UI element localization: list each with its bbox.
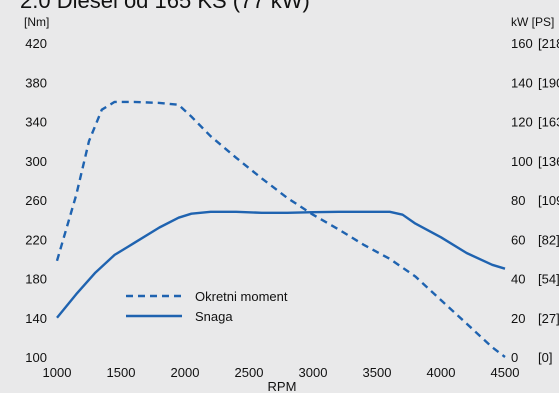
y-right-tick-kw: 100 [511, 154, 533, 169]
left-axis-unit: [Nm] [24, 15, 49, 29]
y-left-tick-label: 180 [25, 272, 47, 287]
y-left-tick-label: 420 [25, 36, 47, 51]
x-tick-label: 1000 [43, 365, 72, 380]
y-right-tick-kw: 0 [511, 350, 518, 365]
y-right-tick-kw: 20 [511, 311, 525, 326]
y-right-tick-kw: 160 [511, 36, 533, 51]
y-right-tick-ps: [109] [538, 193, 559, 208]
y-right-tick-kw: 60 [511, 232, 525, 247]
y-right-tick-kw: 140 [511, 75, 533, 90]
legend-label: Snaga [195, 309, 233, 324]
y-left-tick-label: 260 [25, 193, 47, 208]
power-line [56, 210, 506, 319]
left-axis-ticks: 100 140 180 220 260 300 340 380 420 [25, 36, 47, 365]
legend: Okretni moment Snaga [126, 289, 288, 324]
y-right-tick-kw: 40 [511, 272, 525, 287]
y-left-tick-label: 100 [25, 350, 47, 365]
x-axis-ticks: 1000 1500 2000 2500 3000 3500 4000 4500 [43, 365, 520, 380]
y-left-tick-label: 140 [25, 311, 47, 326]
y-right-tick-ps: [54] [538, 272, 559, 287]
y-right-tick-ps: [0] [538, 350, 552, 365]
x-tick-label: 4000 [427, 365, 456, 380]
x-tick-label: 1500 [107, 365, 136, 380]
legend-label: Okretni moment [195, 289, 288, 304]
right-axis-ticks: 0 [0] 20 [27] 40 [54] 60 [82] 80 [109] 100 [136] 120… [511, 36, 559, 365]
y-right-tick-ps: [190] [538, 75, 559, 90]
series-layer [55, 100, 506, 358]
x-axis-label: RPM [268, 379, 297, 393]
y-right-tick-ps: [27] [538, 311, 559, 326]
y-left-tick-label: 300 [25, 154, 47, 169]
y-right-tick-ps: [82] [538, 232, 559, 247]
y-left-tick-label: 380 [25, 75, 47, 90]
x-tick-label: 3500 [363, 365, 392, 380]
x-tick-label: 2500 [235, 365, 264, 380]
y-right-tick-ps: [136] [538, 154, 559, 169]
x-tick-label: 3000 [299, 365, 328, 380]
y-left-tick-label: 340 [25, 115, 47, 130]
y-right-tick-ps: [218] [538, 36, 559, 51]
x-tick-label: 4500 [491, 365, 520, 380]
y-right-tick-kw: 120 [511, 115, 533, 130]
x-tick-label: 2000 [171, 365, 200, 380]
y-right-tick-kw: 80 [511, 193, 525, 208]
right-axis-unit: kW [PS] [511, 15, 554, 29]
torque-line [55, 100, 506, 358]
chart-title: 2.0 Diesel od 165 KS (77 kW) [20, 0, 310, 13]
y-right-tick-ps: [163] [538, 115, 559, 130]
y-left-tick-label: 220 [25, 232, 47, 247]
